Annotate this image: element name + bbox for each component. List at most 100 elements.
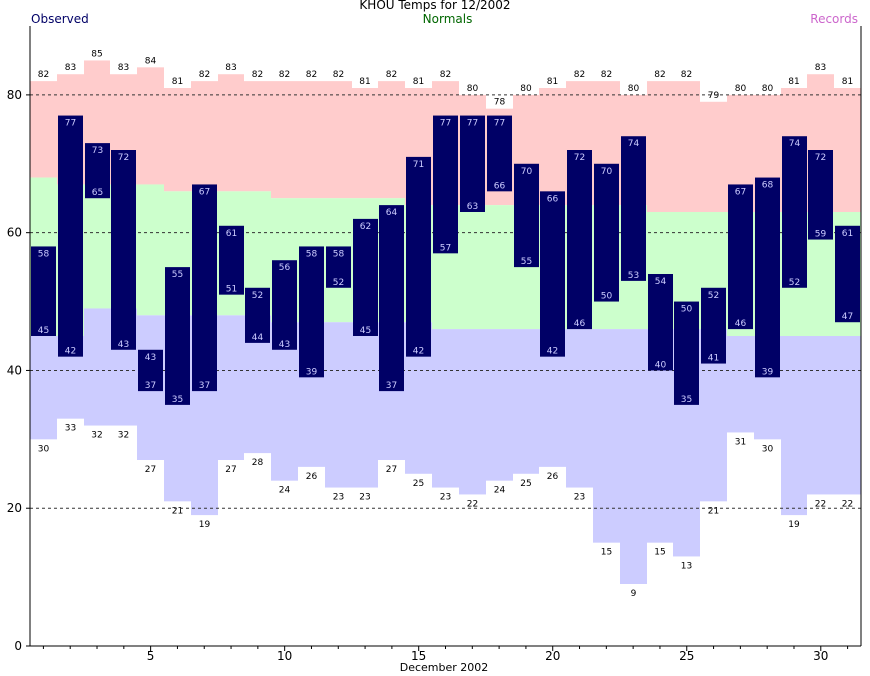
- record-low-label: 15: [601, 548, 612, 558]
- record-high-label: 82: [38, 70, 49, 80]
- observed-low-label: 50: [601, 292, 613, 302]
- observed-high-label: 73: [92, 146, 103, 156]
- observed-low-label: 37: [386, 381, 397, 391]
- normal-low-band: [432, 329, 459, 488]
- observed-low-label: 43: [279, 340, 290, 350]
- record-high-label: 82: [333, 70, 344, 80]
- observed-high-label: 58: [38, 249, 50, 259]
- record-low-label: 9: [631, 589, 637, 599]
- normal-low-band: [566, 329, 593, 488]
- observed-bar: [460, 115, 485, 212]
- observed-low-label: 66: [494, 181, 506, 191]
- observed-bar: [567, 150, 592, 330]
- record-low-label: 15: [654, 548, 665, 558]
- record-band: [325, 81, 352, 199]
- observed-high-label: 77: [467, 119, 478, 129]
- record-band: [218, 74, 244, 192]
- x-tick-label: 30: [813, 649, 828, 663]
- normal-low-band: [727, 336, 754, 433]
- record-high-label: 83: [65, 63, 76, 73]
- observed-high-label: 64: [386, 208, 398, 218]
- record-low-label: 23: [333, 493, 344, 503]
- observed-high-label: 71: [413, 160, 424, 170]
- record-band: [30, 81, 57, 178]
- observed-low-label: 45: [38, 326, 49, 336]
- observed-bar: [782, 136, 807, 288]
- observed-high-label: 67: [735, 187, 746, 197]
- observed-low-label: 59: [815, 230, 827, 240]
- observed-low-label: 52: [333, 278, 344, 288]
- record-high-label: 82: [654, 70, 665, 80]
- record-band: [244, 81, 271, 192]
- normal-low-band: [325, 322, 352, 488]
- observed-bar: [192, 184, 217, 392]
- record-low-label: 24: [279, 486, 291, 496]
- observed-high-label: 77: [440, 119, 451, 129]
- record-high-label: 80: [628, 84, 640, 94]
- record-high-label: 81: [359, 77, 370, 87]
- observed-low-label: 47: [842, 312, 853, 322]
- record-high-label: 80: [762, 84, 774, 94]
- record-band: [137, 67, 164, 185]
- record-high-label: 83: [225, 63, 236, 73]
- observed-low-label: 46: [574, 319, 586, 329]
- observed-low-label: 40: [655, 360, 667, 370]
- observed-high-label: 54: [655, 277, 667, 287]
- observed-low-label: 55: [521, 257, 532, 267]
- observed-bar: [540, 191, 565, 357]
- record-low-label: 22: [842, 499, 853, 509]
- observed-low-label: 44: [252, 333, 264, 343]
- normal-band: [84, 184, 110, 309]
- observed-bar: [514, 163, 539, 268]
- record-high-label: 82: [306, 70, 317, 80]
- record-low-label: 26: [547, 472, 559, 482]
- observed-low-label: 42: [547, 347, 558, 357]
- record-high-label: 80: [467, 84, 479, 94]
- observed-high-label: 72: [815, 153, 826, 163]
- y-tick-label: 20: [7, 501, 22, 515]
- record-high-label: 83: [815, 63, 826, 73]
- y-tick-label: 0: [14, 639, 22, 653]
- chart-title: KHOU Temps for 12/2002: [359, 0, 511, 12]
- normal-low-band: [834, 336, 861, 495]
- record-high-label: 78: [494, 98, 506, 108]
- x-tick-label: 5: [147, 649, 155, 663]
- observed-high-label: 77: [65, 119, 76, 129]
- observed-bar: [353, 218, 378, 336]
- record-high-label: 80: [735, 84, 747, 94]
- record-low-label: 28: [252, 458, 264, 468]
- x-tick-label: 25: [679, 649, 694, 663]
- observed-high-label: 72: [118, 153, 129, 163]
- observed-high-label: 66: [547, 194, 559, 204]
- y-tick-label: 60: [7, 226, 22, 240]
- observed-bar: [165, 267, 190, 405]
- record-low-label: 32: [118, 431, 129, 441]
- observed-bar: [31, 246, 56, 336]
- observed-high-label: 56: [279, 263, 291, 273]
- observed-bar: [299, 246, 324, 378]
- observed-high-label: 50: [681, 305, 693, 315]
- record-high-label: 84: [145, 56, 157, 66]
- x-tick-label: 15: [411, 649, 426, 663]
- normal-low-band: [620, 329, 647, 584]
- record-high-label: 82: [601, 70, 612, 80]
- legend-normals: Normals: [422, 12, 473, 26]
- observed-bar: [138, 349, 163, 392]
- normal-low-band: [513, 329, 539, 474]
- observed-bar: [406, 156, 431, 357]
- x-axis-label: December 2002: [399, 661, 489, 674]
- normal-band: [486, 205, 513, 330]
- observed-bar: [58, 115, 83, 357]
- record-high-label: 82: [199, 70, 210, 80]
- observed-low-label: 63: [467, 202, 478, 212]
- record-low-label: 27: [386, 465, 397, 475]
- observed-low-label: 35: [172, 395, 183, 405]
- observed-low-label: 65: [92, 188, 103, 198]
- y-tick-label: 80: [7, 88, 22, 102]
- record-band: [673, 81, 700, 212]
- observed-low-label: 37: [145, 381, 156, 391]
- observed-high-label: 74: [789, 139, 801, 149]
- record-low-label: 23: [574, 493, 585, 503]
- observed-high-label: 43: [145, 353, 156, 363]
